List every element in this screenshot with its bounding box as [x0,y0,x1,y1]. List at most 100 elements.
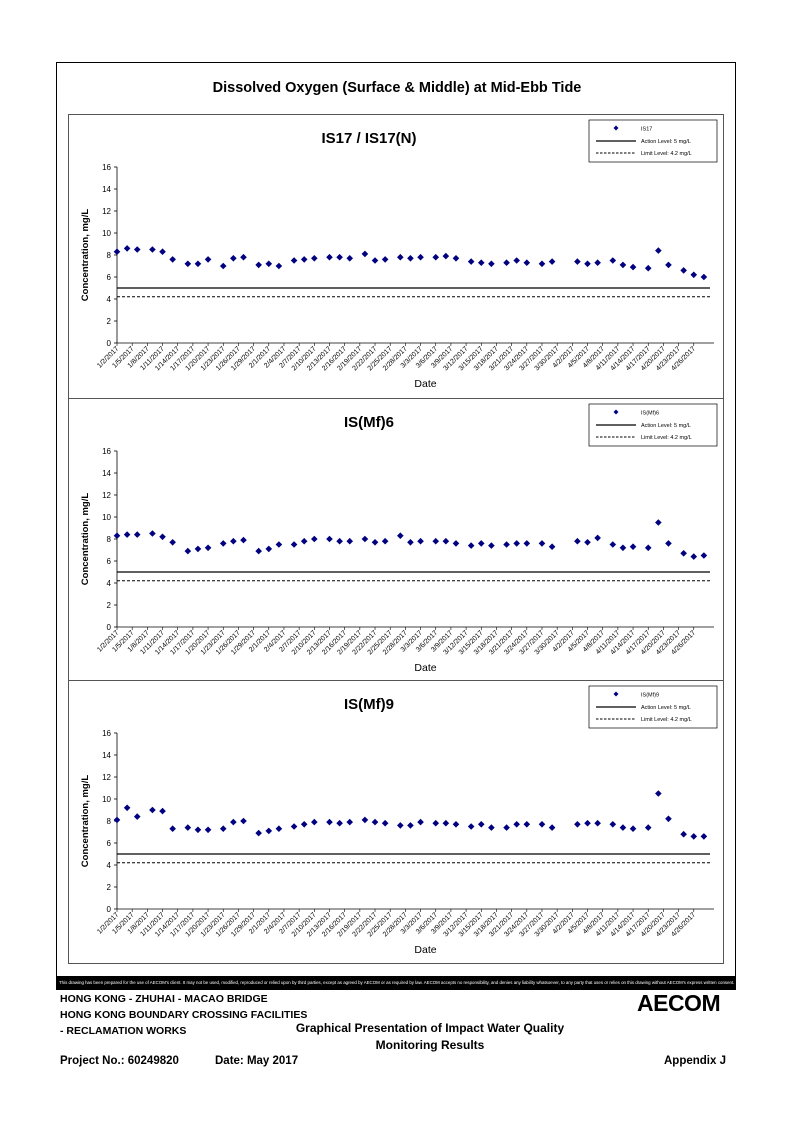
legend-series-label: IS17 [641,127,652,133]
x-axis-label: Date [414,662,436,674]
data-point [184,547,192,555]
y-tick-label: 10 [102,795,111,804]
y-tick-label: 14 [102,469,111,478]
data-point [219,540,227,547]
data-point [219,262,227,270]
data-point [700,273,708,281]
legend-series-label: IS(Mf)6 [641,411,659,417]
data-point [690,833,698,840]
data-point [665,261,672,269]
data-point [300,256,308,263]
data-point [371,539,379,546]
data-point [326,253,333,261]
data-point [204,544,212,552]
data-point [326,535,333,543]
data-point [311,818,318,826]
y-tick-label: 0 [107,339,112,348]
appendix-label: Appendix J [664,1055,726,1067]
data-point [680,550,687,557]
data-point [300,537,308,545]
data-point [629,825,637,832]
data-point [346,818,354,826]
data-point [381,256,389,263]
data-point [194,545,202,553]
x-axis-label: Date [414,378,436,390]
legend-action-label: Action Level: 5 mg/L [641,423,691,429]
data-point [336,819,343,827]
legend-series-label: IS(Mf)9 [641,693,659,699]
data-point [665,815,672,823]
aecom-logo: AECOM [637,990,721,1016]
y-tick-label: 8 [107,535,112,544]
data-point [133,246,141,253]
data-point [311,255,318,262]
data-point [133,813,141,820]
data-point [690,271,698,279]
data-point [371,818,379,826]
data-point [644,544,652,552]
data-point [113,248,121,255]
data-point [407,822,414,829]
y-tick-label: 6 [107,273,112,282]
data-point [240,536,247,544]
data-point [548,824,556,831]
data-point [255,261,262,269]
data-point [548,258,556,265]
data-point [574,258,581,265]
report-title-line2: Monitoring Results [375,1038,485,1052]
data-point [513,540,520,547]
data-point [629,263,637,271]
chart-title: IS(Mf)6 [344,414,394,431]
y-tick-label: 6 [107,557,112,566]
data-point [336,537,343,545]
data-point [655,790,662,797]
data-point [123,245,131,252]
data-point [159,807,166,815]
project-name-line2: HONG KONG BOUNDARY CROSSING FACILITIES [60,1009,308,1021]
y-tick-label: 12 [102,491,111,500]
page-title: Dissolved Oxygen (Surface & Middle) at M… [212,80,582,96]
data-point [417,818,424,826]
data-point [290,541,298,548]
y-tick-label: 2 [107,883,112,892]
data-point [467,258,475,265]
chart-panel-ismf9: IS(Mf)9 0 2 4 6 8 10 12 14 16 Concentration, mg/L 1… [68,680,724,964]
data-point [538,821,546,828]
y-tick-label: 4 [107,861,112,870]
data-point [113,816,121,824]
data-point [326,818,333,826]
data-point [594,819,601,827]
data-point [230,255,237,262]
legend-limit-label: Limit Level: 4.2 mg/L [641,435,692,441]
data-point [255,547,262,555]
data-point [477,540,485,547]
y-tick-label: 14 [102,185,111,194]
legend-limit-label: Limit Level: 4.2 mg/L [641,717,692,723]
data-point [594,259,601,266]
data-point [336,253,343,261]
data-point [700,833,708,840]
data-point [194,826,202,834]
data-point [240,253,247,261]
data-point [169,825,176,832]
data-point [311,535,318,543]
data-point [584,819,591,827]
y-tick-label: 8 [107,817,112,826]
data-point [488,542,495,549]
report-title-line1: Graphical Presentation of Impact Water Q… [295,1021,565,1035]
data-point [432,537,440,545]
data-point [265,827,273,835]
data-point [442,252,450,260]
y-tick-label: 14 [102,751,111,760]
project-number: Project No.: 60249820 [60,1055,179,1067]
data-point [346,255,354,262]
legend-action-label: Action Level: 5 mg/L [641,139,691,145]
data-point [538,260,546,268]
data-point [265,545,273,553]
data-point [548,543,556,550]
data-point [467,542,475,549]
data-point [700,552,708,559]
data-point [452,540,460,547]
y-tick-label: 12 [102,207,111,216]
data-point [442,537,450,545]
